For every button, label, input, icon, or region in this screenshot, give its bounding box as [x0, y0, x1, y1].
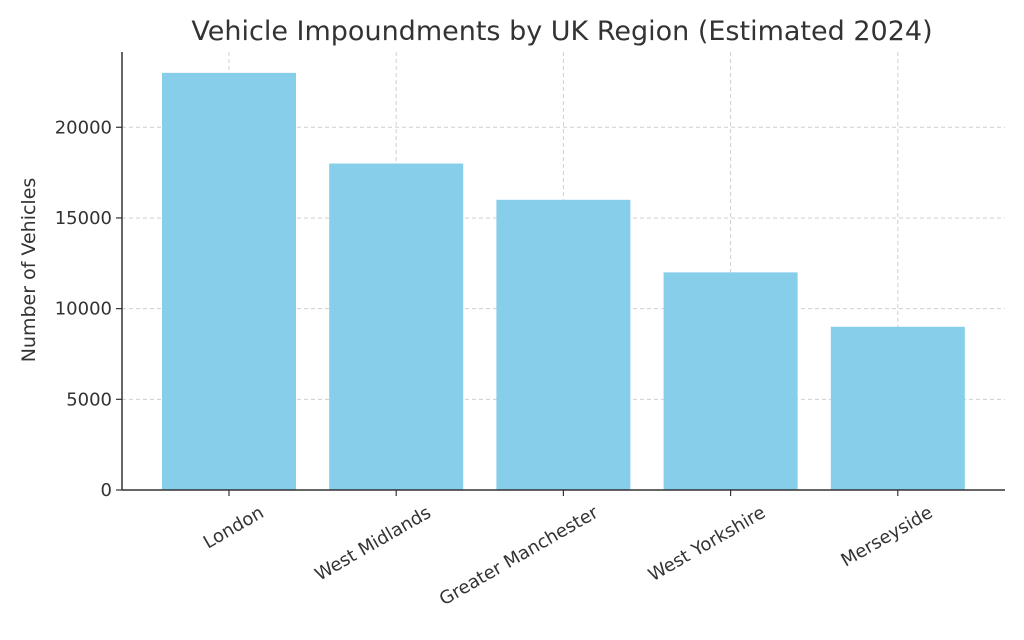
x-tick-label: West Yorkshire — [645, 502, 769, 586]
chart-title: Vehicle Impoundments by UK Region (Estim… — [191, 16, 932, 47]
x-tick-label: Merseyside — [837, 502, 936, 571]
y-tick-label: 20000 — [55, 117, 112, 138]
bar-london — [162, 72, 296, 490]
x-tick-label: Greater Manchester — [436, 502, 603, 610]
bar-merseyside — [830, 326, 965, 490]
bar-west-yorkshire — [663, 272, 798, 490]
y-axis-label: Number of Vehicles — [18, 178, 40, 363]
bar-west-midlands — [329, 163, 464, 490]
y-tick-label: 15000 — [55, 208, 112, 229]
y-tick-label: 5000 — [66, 389, 112, 410]
y-tick-label: 0 — [101, 480, 112, 501]
bar-layer — [162, 72, 965, 490]
x-tick-label: London — [200, 502, 268, 553]
x-tick-label: West Midlands — [311, 502, 434, 585]
bar-greater-manchester — [496, 199, 631, 490]
y-tick-label: 10000 — [55, 299, 112, 320]
